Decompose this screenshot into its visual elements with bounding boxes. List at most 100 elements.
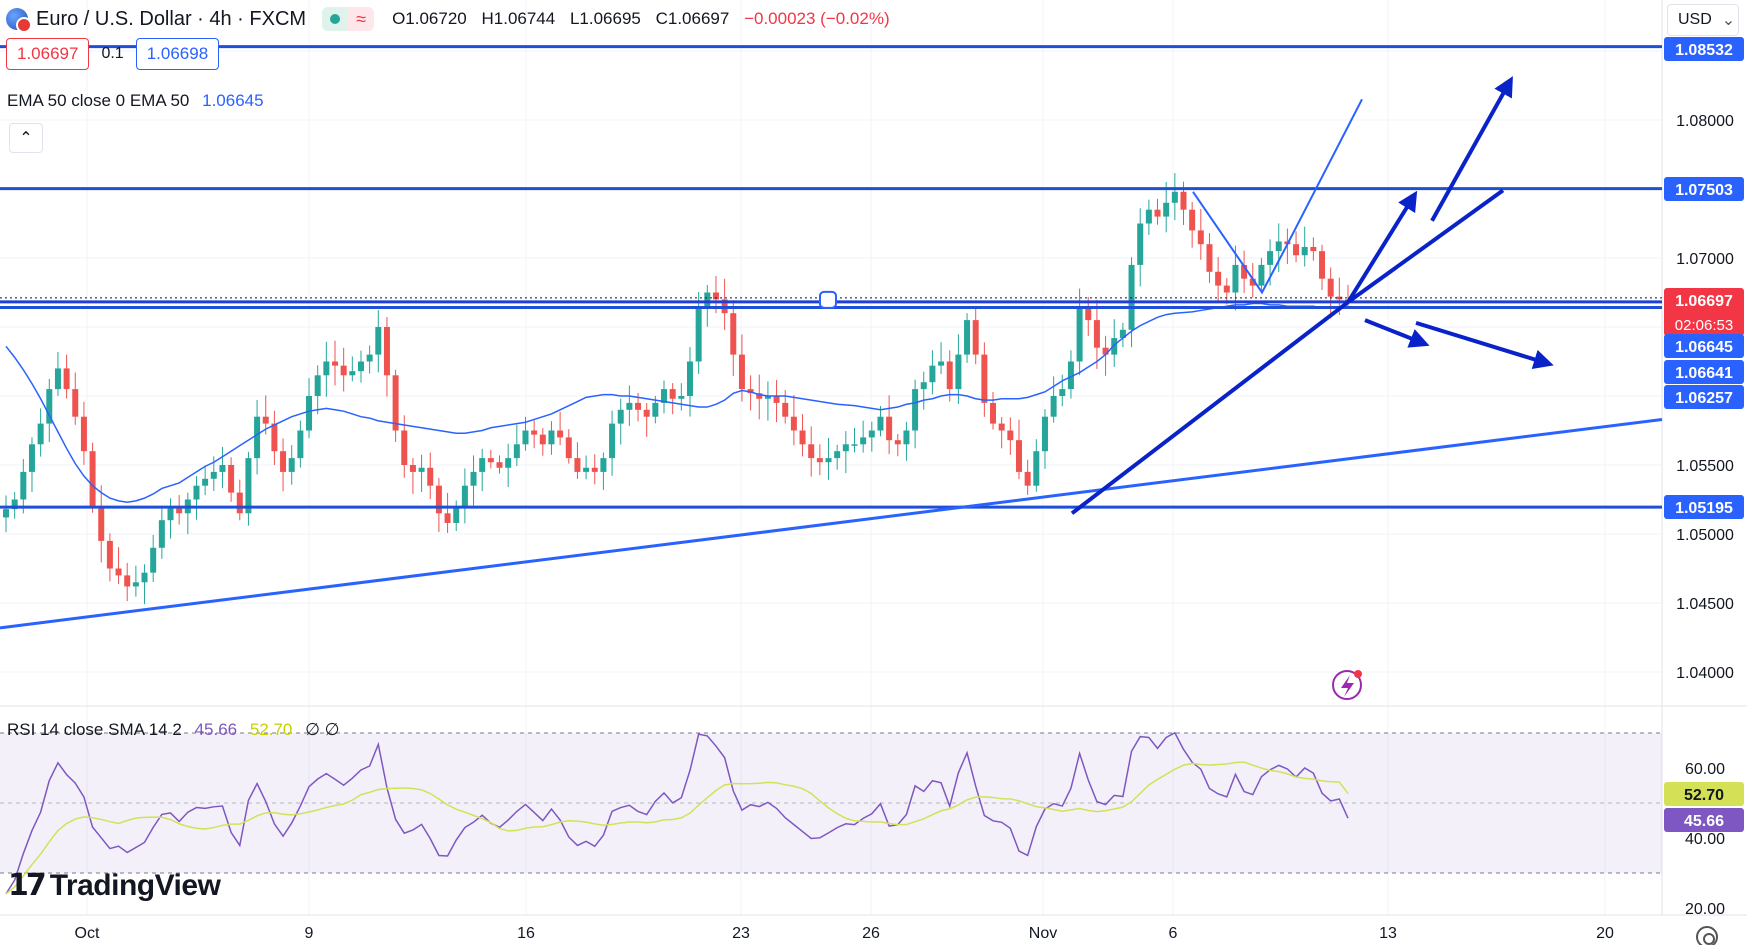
candle-body-117 [1015,440,1022,472]
buy-button[interactable]: 1.06698 [135,38,220,70]
ema-legend[interactable]: EMA 50 close 0 EMA 50 1.06645 [7,91,264,111]
candle-15 [132,565,139,597]
price-tick-label-4: 1.04500 [1676,596,1734,613]
candle-body-35 [306,396,313,431]
candle-body-48 [418,467,425,472]
candle-body-54 [470,471,477,486]
candle-body-153 [1327,278,1334,297]
candle-150 [1301,226,1308,267]
candle-body-49 [427,467,434,486]
candle-body-92 [799,430,806,445]
candle-body-80 [695,306,702,362]
rsi-line [5,731,1349,895]
candle-body-107 [929,365,936,383]
candle-body-149 [1293,244,1300,256]
candle-142 [1232,245,1239,311]
candle-89 [773,379,780,423]
candle-body-105 [912,389,919,431]
price-badge-3 [1664,334,1744,358]
candle-74 [643,403,650,437]
rsi-legend[interactable]: RSI 14 close SMA 14 2 45.66 52.70 ∅ ∅ [7,720,339,740]
candle-110 [955,334,962,405]
candle-135 [1171,173,1178,221]
candle-137 [1189,201,1196,248]
price-badge-5 [1664,385,1744,409]
candle-body-46 [401,430,408,465]
candle-body-69 [600,458,607,472]
rsi-tick-label-2: 20.00 [1685,901,1725,918]
status-pill[interactable]: ≈ [322,7,375,31]
candle-2 [20,459,27,514]
candle-58 [505,443,512,488]
candle-body-123 [1067,361,1074,390]
countdown-label: 02:06:53 [1675,317,1733,334]
candle-body-17 [150,547,157,573]
candle-body-79 [686,361,693,396]
candle-115 [998,417,1005,449]
currency-select[interactable]: USD ⌄ [1667,4,1739,36]
arrow-up-long [1430,76,1513,222]
candle-34 [297,420,304,468]
candle-body-38 [332,361,339,366]
candle-body-50 [435,485,442,514]
candle-body-146 [1267,251,1274,265]
price-badge-label-4: 1.06641 [1675,365,1733,382]
candle-body-88 [764,396,771,399]
candle-body-150 [1301,246,1308,256]
candle-body-75 [652,402,659,417]
sell-button[interactable]: 1.06697 [6,38,90,70]
candle-body-68 [591,467,598,472]
candle-133 [1154,198,1161,225]
candle-body-108 [938,361,945,366]
candle-body-44 [383,327,390,376]
candle-body-10 [89,451,96,507]
candle-body-0 [3,509,9,518]
candle-116 [1007,417,1014,455]
rsi-badge-label-1: 45.66 [1684,813,1724,830]
candle-body-33 [288,458,295,472]
candle-body-137 [1189,209,1196,231]
rsi-badge-1 [1664,808,1744,832]
symbol-title[interactable]: Euro / U.S. Dollar · 4h · FXCM [36,7,307,30]
gear-icon[interactable] [1696,926,1718,945]
ema50-line [5,302,1349,504]
collapse-legend-button[interactable]: ⌃ [9,123,43,153]
candle-body-90 [782,402,789,417]
candle-104 [903,421,910,461]
candle-77 [669,383,676,415]
candle-body-67 [583,467,590,472]
candle-body-122 [1059,389,1066,396]
candle-140 [1215,257,1222,301]
candle-body-129 [1119,329,1126,339]
candle-body-126 [1093,320,1100,348]
candle-50 [435,478,442,532]
candle-body-8 [72,389,79,417]
candle-68 [591,454,598,485]
candle-10 [89,442,96,513]
candle-147 [1275,223,1282,272]
candle-body-136 [1180,191,1187,210]
candle-101 [877,405,884,437]
price-badge-label-2: 1.06697 [1675,293,1733,310]
candle-body-77 [669,389,676,399]
candle-body-56 [487,458,494,463]
candle-16 [141,564,148,605]
candle-body-114 [990,402,997,424]
candle-body-133 [1154,209,1161,217]
time-tick-label-1: 9 [305,925,314,942]
level-handle [819,290,837,309]
candle-body-65 [565,437,572,459]
tradingview-logo[interactable]: 17 TradingView [8,868,221,903]
candle-body-106 [920,382,927,390]
candle-body-147 [1275,241,1282,252]
candle-45 [392,369,399,442]
candle-35 [306,378,313,439]
candle-body-16 [141,572,148,583]
candle-102 [886,395,893,455]
candle-body-74 [643,409,650,417]
candle-body-103 [894,440,901,445]
time-tick-label-5: Nov [1029,925,1057,942]
candle-3 [28,437,35,492]
